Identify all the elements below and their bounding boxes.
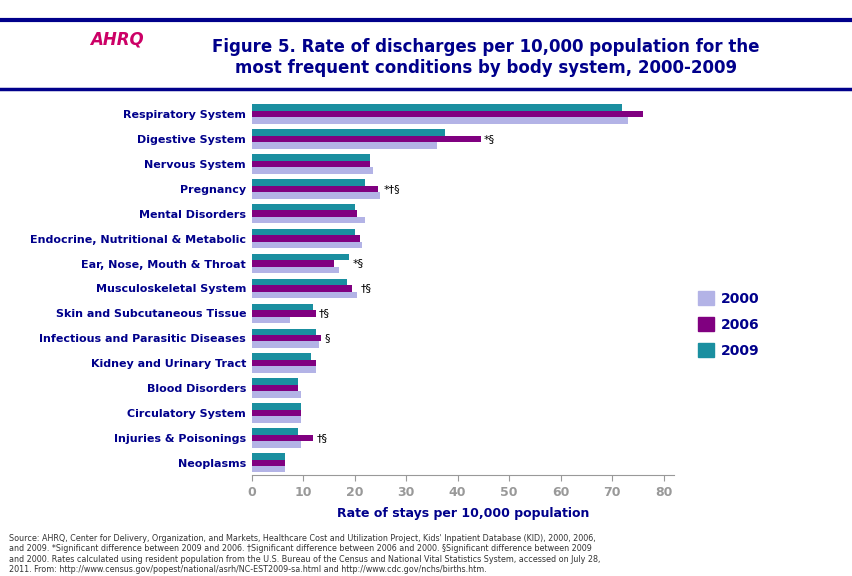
Text: †§: †§ bbox=[319, 308, 330, 319]
Bar bbox=[251, 435, 313, 441]
Bar bbox=[251, 279, 347, 285]
Bar bbox=[251, 267, 339, 273]
Text: Figure 5. Rate of discharges per 10,000 population for the
most frequent conditi: Figure 5. Rate of discharges per 10,000 … bbox=[212, 38, 759, 77]
Text: *†§: *†§ bbox=[383, 184, 400, 194]
Bar bbox=[251, 260, 334, 267]
X-axis label: Rate of stays per 10,000 population: Rate of stays per 10,000 population bbox=[337, 507, 588, 520]
Bar bbox=[251, 342, 318, 348]
Bar bbox=[251, 142, 436, 149]
Bar bbox=[251, 310, 315, 317]
Bar bbox=[251, 179, 365, 185]
Bar bbox=[251, 210, 357, 217]
Bar bbox=[251, 403, 300, 410]
Bar bbox=[251, 460, 285, 466]
Bar bbox=[251, 118, 627, 124]
Bar bbox=[251, 285, 352, 291]
Bar bbox=[251, 416, 300, 423]
Bar bbox=[251, 328, 315, 335]
Bar bbox=[251, 354, 310, 360]
Bar bbox=[251, 385, 297, 391]
Bar bbox=[251, 360, 315, 366]
Text: †§: †§ bbox=[316, 433, 327, 443]
Bar bbox=[251, 242, 362, 248]
Bar bbox=[251, 291, 357, 298]
Bar bbox=[251, 304, 313, 310]
Bar bbox=[251, 466, 285, 472]
Bar bbox=[251, 335, 320, 342]
Text: *§: *§ bbox=[352, 259, 363, 268]
Bar bbox=[251, 428, 297, 435]
Legend: 2000, 2006, 2009: 2000, 2006, 2009 bbox=[697, 291, 759, 358]
Bar bbox=[251, 441, 300, 448]
Bar bbox=[251, 161, 370, 167]
Text: §: § bbox=[324, 334, 330, 343]
Bar bbox=[251, 204, 354, 210]
Bar bbox=[251, 136, 481, 142]
Bar bbox=[251, 366, 315, 373]
Bar bbox=[251, 129, 444, 136]
Bar bbox=[251, 217, 365, 223]
Bar bbox=[251, 111, 642, 118]
Text: Advancing
Excellence in
Health Care: Advancing Excellence in Health Care bbox=[94, 52, 141, 73]
Bar bbox=[251, 104, 622, 111]
Bar bbox=[251, 192, 380, 199]
Bar bbox=[251, 254, 349, 260]
Text: *§: *§ bbox=[483, 134, 494, 144]
Text: †§: †§ bbox=[360, 283, 371, 293]
Bar bbox=[251, 236, 360, 242]
Bar bbox=[251, 391, 300, 398]
Bar bbox=[251, 229, 354, 236]
Bar bbox=[251, 154, 370, 161]
Text: Source: AHRQ, Center for Delivery, Organization, and Markets, Healthcare Cost an: Source: AHRQ, Center for Delivery, Organ… bbox=[9, 534, 599, 574]
Bar bbox=[251, 317, 290, 323]
Bar bbox=[251, 410, 300, 416]
Bar bbox=[251, 453, 285, 460]
Bar bbox=[251, 185, 377, 192]
Text: AHRQ: AHRQ bbox=[90, 31, 144, 49]
Bar bbox=[251, 378, 297, 385]
Bar bbox=[251, 167, 372, 173]
